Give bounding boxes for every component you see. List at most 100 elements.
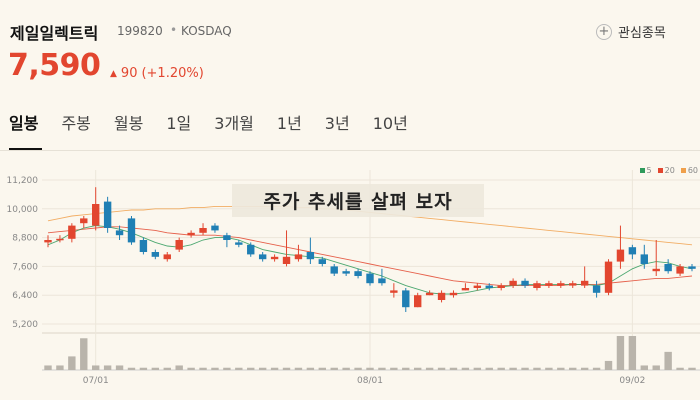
legend-ma60: 60 — [680, 166, 698, 175]
candle-body — [56, 238, 64, 241]
volume-bar — [127, 367, 136, 370]
volume-bar — [604, 360, 613, 370]
market-label: KOSDAQ — [181, 24, 232, 38]
divider — [0, 150, 700, 151]
volume-bar — [497, 367, 505, 370]
volume-bar — [80, 338, 88, 370]
y-tick-label: 5,200 — [12, 320, 38, 330]
tab-1day[interactable]: 1일 — [166, 114, 192, 133]
volume-bar — [270, 367, 279, 370]
candle-body — [640, 254, 648, 264]
volume-bar — [44, 365, 52, 370]
volume-bar — [342, 367, 350, 370]
x-tick-label: 08/01 — [357, 376, 383, 386]
volume-bar — [580, 367, 589, 370]
candle-body — [509, 280, 517, 286]
candle-body — [163, 254, 171, 260]
tab-monthly[interactable]: 월봉 — [113, 114, 144, 133]
candle-body — [580, 280, 589, 286]
period-tabs: 일봉 주봉 월봉 1일 3개월 1년 3년 10년 — [9, 110, 431, 134]
candle-body — [485, 285, 493, 288]
legend-ma20: 20 — [657, 166, 675, 175]
volume-bar — [592, 367, 601, 370]
volume-bar — [211, 367, 219, 370]
candlestick-chart: 11,200 10,000 8,800 7,600 6,400 5,200 07/01 08/… — [7, 170, 700, 386]
add-watchlist-button[interactable]: + 관심종목 — [596, 22, 666, 41]
candle-body — [521, 280, 529, 286]
change-amount: 90 — [120, 66, 138, 81]
volume-bar — [414, 367, 422, 370]
x-tick-label: 07/01 — [83, 376, 109, 386]
volume-bar — [425, 367, 434, 370]
candle-body — [235, 242, 243, 245]
separator-dot: • — [170, 23, 178, 37]
tab-10years[interactable]: 10년 — [372, 114, 408, 133]
volume-bar — [628, 336, 637, 370]
volume-bar — [187, 367, 195, 370]
candle-body — [402, 290, 410, 308]
change-percent: (+1.20%) — [141, 66, 204, 81]
volume-bar — [223, 367, 231, 370]
candle-body — [306, 252, 315, 260]
candle-body — [103, 201, 112, 228]
candle-body — [294, 254, 303, 260]
volume-bar — [103, 365, 112, 370]
volume-bar — [282, 367, 291, 370]
candle-body — [151, 252, 160, 257]
up-arrow-icon: ▲ — [110, 68, 117, 79]
candle-body — [425, 292, 434, 296]
chart-legend: 5 20 60 — [639, 166, 698, 175]
candle-body — [258, 254, 267, 260]
candle-body — [545, 283, 553, 286]
tab-1year[interactable]: 1년 — [276, 114, 302, 133]
candle-body — [449, 292, 458, 296]
candle-body — [80, 218, 88, 224]
candle-body — [92, 204, 100, 226]
volume-bar — [115, 365, 124, 370]
volume-bar — [163, 367, 171, 370]
candle-body — [175, 240, 183, 250]
x-tick-label: 09/02 — [619, 376, 645, 386]
candle-body — [664, 264, 672, 272]
volume-bar — [664, 351, 672, 370]
volume-bar — [402, 367, 410, 370]
y-tick-label: 7,600 — [12, 262, 38, 272]
volume-bar — [199, 367, 207, 370]
volume-bar — [235, 367, 243, 370]
tab-3years[interactable]: 3년 — [324, 114, 350, 133]
candle-body — [211, 225, 219, 231]
candle-body — [127, 218, 136, 243]
stock-code: 199820 — [117, 24, 163, 38]
volume-bar — [676, 367, 684, 370]
legend-ma5: 5 — [639, 166, 652, 175]
overlay-banner: 주가 추세를 살펴 보자 — [232, 184, 484, 217]
tab-daily[interactable]: 일봉 — [9, 114, 39, 133]
candle-body — [533, 283, 541, 288]
candle-body — [557, 283, 565, 286]
candle-body — [318, 259, 326, 264]
candle-body — [68, 225, 76, 239]
candle-body — [592, 285, 601, 293]
volume-bar — [247, 367, 255, 370]
candle-body — [223, 235, 231, 240]
tab-3months[interactable]: 3개월 — [214, 114, 254, 133]
volume-bar — [569, 367, 577, 370]
volume-bar — [688, 367, 696, 370]
volume-bar — [521, 367, 529, 370]
y-tick-label: 11,200 — [7, 176, 39, 186]
volume-bar — [92, 365, 100, 370]
volume-bar — [485, 367, 493, 370]
volume-bar — [640, 365, 648, 370]
plus-circle-icon: + — [596, 23, 612, 40]
volume-bar — [461, 367, 470, 370]
current-price: 7,590 — [8, 48, 101, 83]
active-tab-indicator — [9, 148, 42, 150]
candle-body — [652, 268, 660, 272]
candle-body — [330, 266, 338, 274]
candle-body — [497, 285, 505, 288]
tab-weekly[interactable]: 주봉 — [61, 114, 91, 133]
y-tick-label: 10,000 — [7, 205, 39, 215]
volume-bar — [378, 367, 386, 370]
candle-body — [199, 228, 207, 233]
candle-body — [115, 230, 124, 236]
